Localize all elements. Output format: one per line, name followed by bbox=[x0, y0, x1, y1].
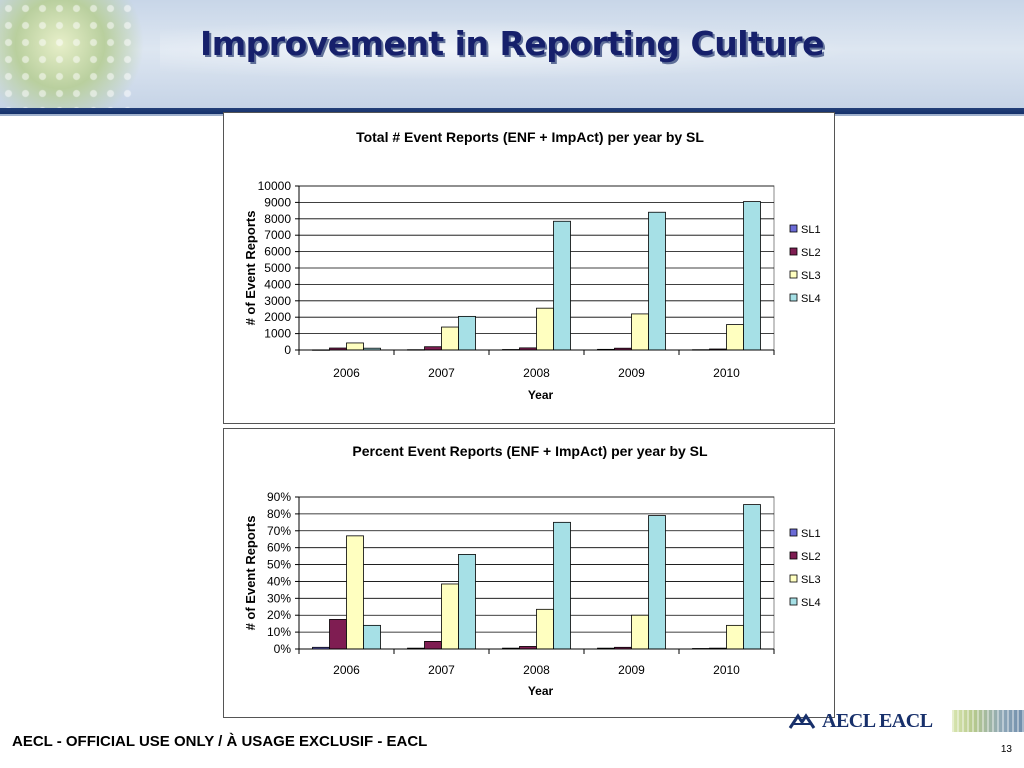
bar-sl3-2006 bbox=[346, 342, 364, 351]
y-tick-label: 70% bbox=[267, 524, 291, 538]
y-tick-label: 3000 bbox=[264, 294, 291, 308]
legend-label-sl3: SL3 bbox=[801, 574, 821, 586]
x-tick-label: 2009 bbox=[618, 663, 645, 677]
bar-sl3-2010 bbox=[726, 624, 744, 650]
y-tick-label: 10% bbox=[267, 625, 291, 639]
chart-percent-event-reports: Percent Event Reports (ENF + ImpAct) per… bbox=[243, 443, 830, 698]
legend-swatch-sl3 bbox=[789, 270, 798, 279]
bar-sl3-2006 bbox=[346, 535, 364, 650]
bar-sl3-2007 bbox=[441, 326, 459, 351]
legend-swatch-sl4 bbox=[789, 597, 798, 606]
bar-sl4-2007 bbox=[458, 315, 476, 351]
y-axis-label: # of Event Reports bbox=[243, 211, 258, 326]
y-tick-label: 0 bbox=[284, 343, 291, 357]
y-tick-label: 50% bbox=[267, 558, 291, 572]
legend-swatch-sl1 bbox=[789, 528, 798, 537]
x-tick-label: 2008 bbox=[523, 366, 550, 380]
legend-label-sl1: SL1 bbox=[801, 224, 821, 236]
x-tick-label: 2009 bbox=[618, 366, 645, 380]
x-tick-label: 2007 bbox=[428, 663, 455, 677]
y-axis-label: # of Event Reports bbox=[243, 516, 258, 631]
x-tick-label: 2010 bbox=[713, 366, 740, 380]
chart-panel-percent: Percent Event Reports (ENF + ImpAct) per… bbox=[223, 428, 835, 718]
x-tick-label: 2006 bbox=[333, 366, 360, 380]
bar-sl4-2006 bbox=[363, 624, 381, 650]
legend-swatch-sl2 bbox=[789, 551, 798, 560]
bar-sl4-2008 bbox=[553, 521, 571, 650]
banner-dot-pattern bbox=[0, 0, 140, 110]
y-tick-label: 5000 bbox=[264, 261, 291, 275]
bar-sl3-2010 bbox=[726, 324, 744, 351]
y-tick-label: 8000 bbox=[264, 212, 291, 226]
bar-sl3-2007 bbox=[441, 583, 459, 650]
x-tick-label: 2008 bbox=[523, 663, 550, 677]
banner-light-streak bbox=[160, 20, 860, 80]
bar-sl2-2007 bbox=[424, 640, 442, 650]
x-tick-label: 2010 bbox=[713, 663, 740, 677]
x-tick-label: 2006 bbox=[333, 663, 360, 677]
legend-swatch-sl1 bbox=[789, 224, 798, 233]
legend-swatch-sl2 bbox=[789, 247, 798, 256]
y-tick-label: 30% bbox=[267, 591, 291, 605]
chart-title: Total # Event Reports (ENF + ImpAct) per… bbox=[356, 129, 704, 145]
bar-sl3-2008 bbox=[536, 307, 554, 351]
y-tick-label: 0% bbox=[274, 642, 292, 656]
bar-sl4-2010 bbox=[743, 201, 761, 351]
aecl-logo-mark-icon bbox=[788, 713, 816, 729]
bar-sl4-2010 bbox=[743, 504, 761, 650]
aecl-logo: AECL EACL bbox=[784, 708, 1024, 734]
legend-label-sl4: SL4 bbox=[801, 293, 821, 305]
x-axis-label: Year bbox=[528, 388, 554, 402]
logo-text: AECL EACL bbox=[822, 710, 933, 732]
chart-panel-total: Total # Event Reports (ENF + ImpAct) per… bbox=[223, 112, 835, 424]
y-tick-label: 40% bbox=[267, 574, 291, 588]
legend-swatch-sl3 bbox=[789, 574, 798, 583]
y-tick-label: 20% bbox=[267, 608, 291, 622]
y-tick-label: 4000 bbox=[264, 277, 291, 291]
bar-sl2-2006 bbox=[329, 619, 347, 650]
legend: SL1 SL2 SL3 SL4 bbox=[786, 217, 830, 315]
legend-swatch-sl4 bbox=[789, 293, 798, 302]
y-tick-label: 6000 bbox=[264, 245, 291, 259]
chart-total-event-reports: Total # Event Reports (ENF + ImpAct) per… bbox=[243, 129, 830, 402]
legend-label-sl1: SL1 bbox=[801, 528, 821, 540]
banner-rule bbox=[0, 108, 1024, 114]
legend-label-sl4: SL4 bbox=[801, 597, 821, 609]
footer-classification: AECL - OFFICIAL USE ONLY / À USAGE EXCLU… bbox=[12, 733, 428, 750]
y-tick-label: 90% bbox=[267, 490, 291, 504]
x-axis-label: Year bbox=[528, 684, 554, 698]
y-tick-label: 7000 bbox=[264, 228, 291, 242]
y-tick-label: 80% bbox=[267, 507, 291, 521]
bar-sl4-2007 bbox=[458, 554, 476, 650]
bar-sl3-2008 bbox=[536, 608, 554, 650]
legend-label-sl3: SL3 bbox=[801, 270, 821, 282]
legend-label-sl2: SL2 bbox=[801, 247, 821, 259]
y-tick-label: 10000 bbox=[258, 179, 292, 193]
bar-sl4-2009 bbox=[648, 211, 666, 351]
bar-sl3-2009 bbox=[631, 614, 649, 650]
header-banner bbox=[0, 0, 1024, 110]
legend-label-sl2: SL2 bbox=[801, 551, 821, 563]
chart-title: Percent Event Reports (ENF + ImpAct) per… bbox=[352, 443, 708, 459]
y-tick-label: 9000 bbox=[264, 195, 291, 209]
bar-sl4-2009 bbox=[648, 515, 666, 650]
y-tick-label: 2000 bbox=[264, 310, 291, 324]
page-number: 13 bbox=[1000, 744, 1012, 755]
y-tick-label: 60% bbox=[267, 541, 291, 555]
bar-sl4-2008 bbox=[553, 220, 571, 351]
logo-gradient-bar bbox=[952, 710, 1024, 732]
x-tick-label: 2007 bbox=[428, 366, 455, 380]
legend: SL1 SL2 SL3 SL4 bbox=[786, 521, 830, 619]
bar-sl3-2009 bbox=[631, 313, 649, 351]
slide-title: Improvement in Reporting Culture bbox=[200, 24, 824, 63]
y-tick-label: 1000 bbox=[264, 327, 291, 341]
